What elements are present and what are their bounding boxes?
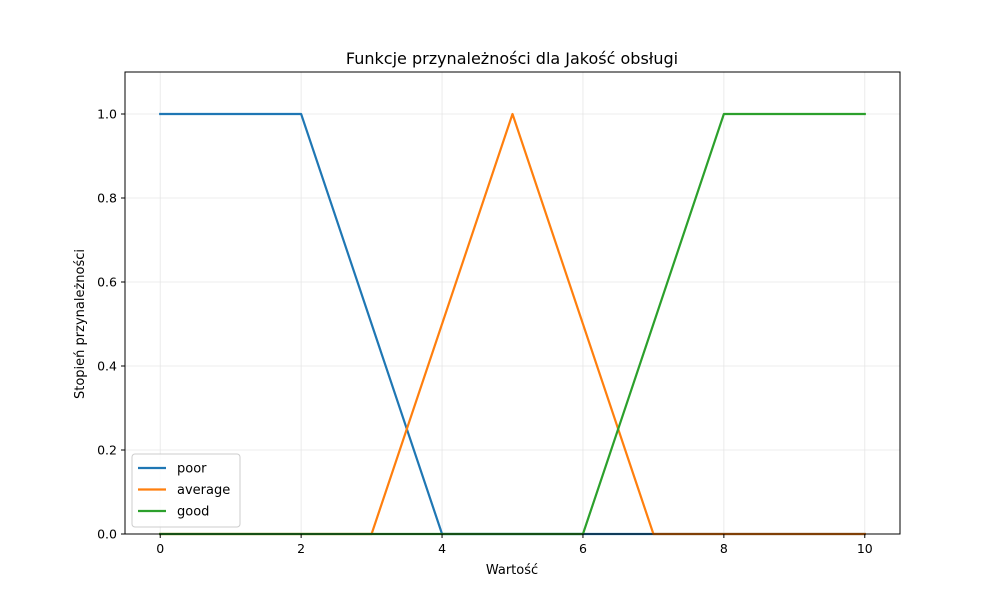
x-tick-label-3: 6 <box>579 541 587 556</box>
series-line-good <box>159 112 866 536</box>
legend-label-average: average <box>177 483 230 498</box>
legend-label-poor: poor <box>177 462 207 477</box>
y-tick-label-5: 1.0 <box>97 107 117 122</box>
x-tick-label-1: 2 <box>297 541 305 556</box>
x-tick-label-2: 4 <box>438 541 446 556</box>
x-tick-label-4: 8 <box>720 541 728 556</box>
grid-layer <box>125 72 900 535</box>
x-axis-label: Wartość <box>486 563 538 578</box>
series-line-average <box>159 112 866 536</box>
y-tick-label-3: 0.6 <box>97 275 117 290</box>
chart-title: Funkcje przynależności dla Jakość obsług… <box>346 49 678 68</box>
series-line-poor <box>159 112 866 536</box>
x-tick-label-5: 10 <box>857 541 873 556</box>
plot-frame <box>124 71 901 535</box>
tick-layer: 0 2 4 6 8 10 0.0 0.2 0.4 0.6 0.8 1.0 <box>97 107 873 557</box>
legend-box <box>131 453 241 528</box>
series-layer <box>159 112 866 536</box>
y-tick-label-0: 0.0 <box>97 527 117 542</box>
y-axis-label: Stopień przynależności <box>73 249 88 399</box>
legend-label-good: good <box>177 505 209 520</box>
y-tick-label-2: 0.4 <box>97 359 117 374</box>
x-tick-label-0: 0 <box>156 541 164 556</box>
y-tick-label-1: 0.2 <box>97 443 117 458</box>
legend: poor average good <box>131 453 241 528</box>
y-tick-label-4: 0.8 <box>97 191 117 206</box>
